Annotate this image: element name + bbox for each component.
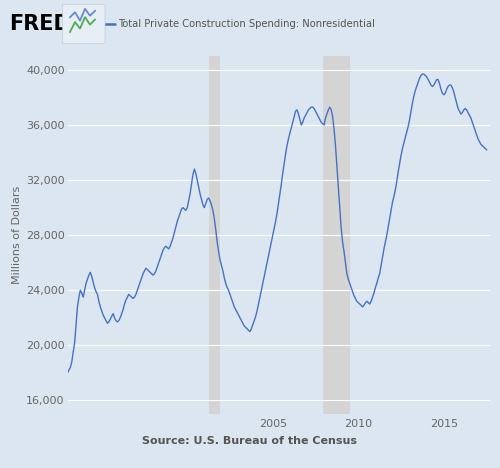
Bar (322, 56, 349, 414)
Text: Source: U.S. Bureau of the Census: Source: U.S. Bureau of the Census (142, 436, 358, 446)
Text: FRED: FRED (9, 14, 71, 34)
FancyBboxPatch shape (62, 4, 105, 44)
Text: Total Private Construction Spending: Nonresidential: Total Private Construction Spending: Non… (118, 19, 376, 29)
Y-axis label: Millions of Dollars: Millions of Dollars (12, 186, 22, 284)
Bar (208, 56, 220, 414)
